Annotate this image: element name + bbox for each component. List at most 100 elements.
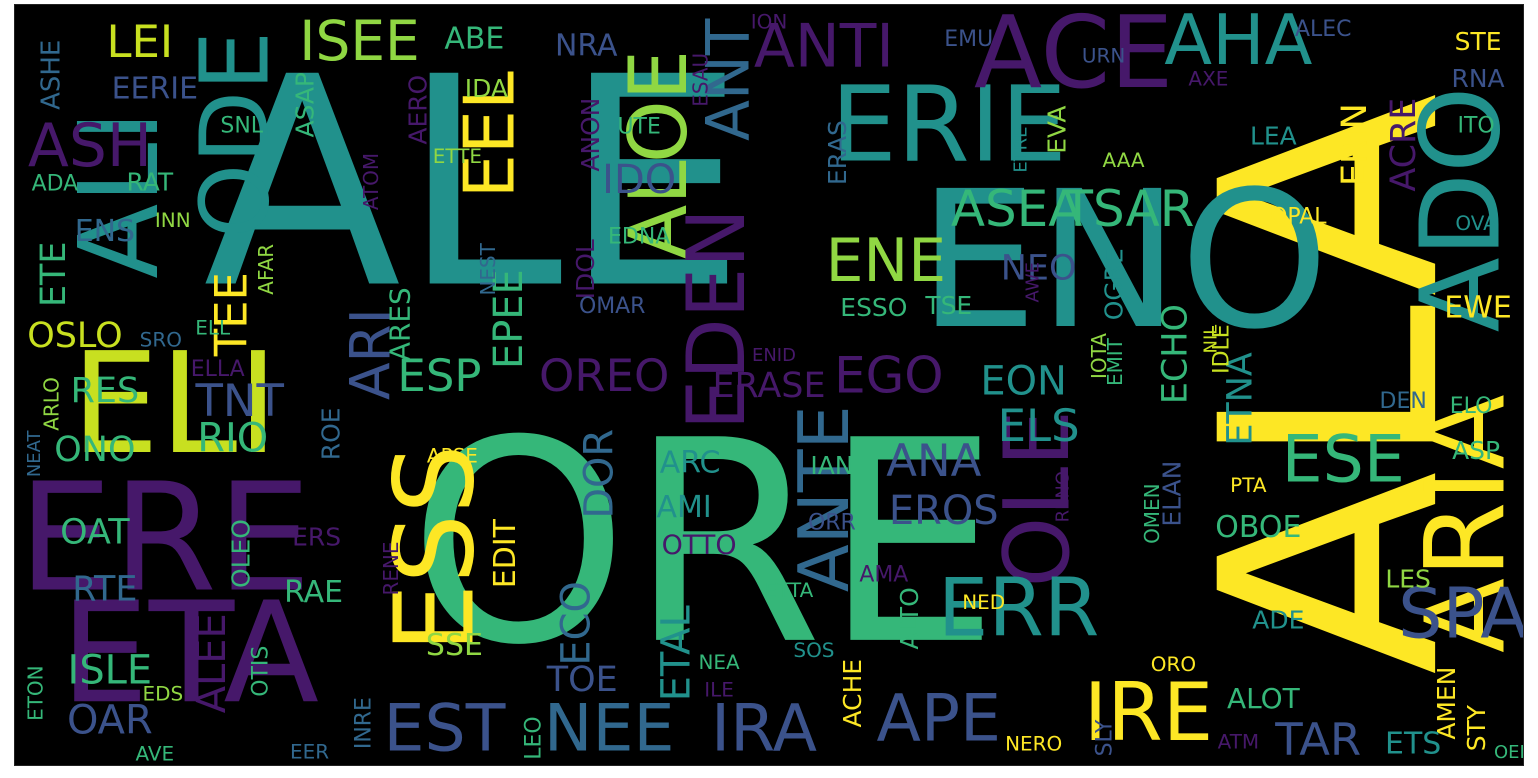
word-ira: IRA bbox=[711, 692, 817, 765]
word-orr: ORR bbox=[808, 511, 856, 536]
word-etre: ETRE bbox=[1011, 127, 1032, 173]
word-alto: ALTO bbox=[895, 587, 924, 649]
word-idol: IDOL bbox=[571, 239, 600, 299]
word-ole: OLE bbox=[986, 410, 1090, 587]
word-etna: ETNA bbox=[1220, 352, 1260, 445]
word-ari: ARI bbox=[339, 308, 403, 400]
word-ali: ALI bbox=[55, 110, 183, 279]
word-aloe: ALOE bbox=[612, 50, 705, 259]
word-nero: NERO bbox=[1005, 732, 1062, 756]
word-spa: SPA bbox=[1398, 573, 1523, 654]
word-erase: ERASE bbox=[712, 366, 825, 406]
word-els: ELS bbox=[998, 399, 1080, 452]
word-eel: EEL bbox=[449, 71, 530, 198]
word-sty: STY bbox=[1462, 704, 1491, 751]
word-ego: EGO bbox=[834, 347, 944, 405]
word-eras: ERAS bbox=[823, 120, 852, 185]
word-inn: INN bbox=[155, 208, 191, 232]
word-ile: ILE bbox=[704, 678, 734, 702]
word-est: EST bbox=[384, 692, 506, 765]
word-amen: AMEN bbox=[1432, 667, 1461, 740]
word-rte: RTE bbox=[72, 569, 137, 609]
word-ire: IRE bbox=[1084, 666, 1214, 759]
word-ade: ADE bbox=[1252, 605, 1304, 634]
word-aria: ARIA bbox=[1401, 394, 1523, 653]
word-nee: NEE bbox=[544, 692, 675, 765]
word-nra: NRA bbox=[555, 28, 618, 63]
word-leo: LEO bbox=[521, 716, 546, 759]
word-ella: ELLA bbox=[191, 357, 245, 382]
word-ode: ODE bbox=[181, 31, 291, 238]
word-les: LES bbox=[1385, 564, 1431, 593]
word-isee: ISEE bbox=[299, 9, 419, 73]
word-ned: NED bbox=[962, 590, 1005, 614]
word-ette: ETTE bbox=[433, 144, 482, 168]
word-ogre: OGRE bbox=[1100, 248, 1129, 320]
word-ama: AMA bbox=[859, 563, 908, 588]
word-snl: SNL bbox=[220, 114, 263, 139]
word-inre: INRE bbox=[352, 697, 377, 749]
word-eva: EVA bbox=[1043, 106, 1072, 154]
word-rio: RIO bbox=[197, 415, 268, 461]
word-ets: ETS bbox=[1385, 727, 1441, 762]
word-ess: ESS bbox=[371, 444, 499, 653]
word-afar: AFAR bbox=[254, 244, 278, 295]
word-oer: OER bbox=[1494, 742, 1523, 763]
word-arc: ARC bbox=[660, 445, 721, 480]
word-ese: ESE bbox=[1282, 422, 1405, 497]
word-emu: EMU bbox=[944, 27, 993, 52]
word-alec: ALEC bbox=[1295, 17, 1351, 42]
word-elo: ELO bbox=[1450, 394, 1493, 419]
word-toe: TOE bbox=[546, 660, 618, 700]
word-edit: EDIT bbox=[488, 518, 523, 588]
word-opal: OPAL bbox=[1270, 204, 1327, 229]
word-esp: ESP bbox=[397, 349, 481, 402]
word-oar: OAR bbox=[67, 698, 153, 744]
word-lei: LEI bbox=[106, 15, 173, 68]
word-sse: SSE bbox=[426, 628, 483, 663]
word-ete: ETE bbox=[34, 242, 74, 307]
word-err: ERR bbox=[938, 561, 1099, 654]
word-ado: ADO bbox=[1396, 87, 1523, 333]
word-ante: ANTE bbox=[784, 405, 865, 592]
word-ace: ACE bbox=[974, 5, 1173, 111]
word-sos: SOS bbox=[793, 638, 834, 662]
word-edna: EDNA bbox=[608, 224, 670, 249]
word-ene: ENE bbox=[826, 226, 947, 296]
word-asea: ASEA bbox=[951, 180, 1083, 238]
word-ares: ARES bbox=[383, 287, 416, 361]
word-nea: NEA bbox=[698, 650, 740, 674]
word-esau: ESAU bbox=[689, 53, 713, 107]
word-res: RES bbox=[71, 371, 140, 411]
word-eli: ELI bbox=[71, 322, 278, 485]
word-oat: OAT bbox=[60, 513, 130, 553]
word-aha: AHA bbox=[1164, 5, 1312, 81]
word-ala: ALA bbox=[1157, 92, 1506, 676]
word-atom: ATOM bbox=[359, 153, 383, 210]
word-ave: AVE bbox=[135, 742, 174, 765]
word-urn: URN bbox=[1082, 43, 1125, 67]
word-eden: EDEN bbox=[670, 208, 763, 430]
word-ito: ITO bbox=[1457, 114, 1494, 139]
word-cloud-frame: ALE ORE ALA ENO ERIE ACE AHA ADO ARIA ETA ERE ELI ES… bbox=[14, 4, 1524, 766]
word-ste: STE bbox=[1455, 27, 1502, 56]
word-axe: AXE bbox=[1188, 66, 1228, 90]
word-rae: RAE bbox=[284, 575, 343, 610]
word-ore: ORE bbox=[409, 381, 1000, 706]
word-alot: ALOT bbox=[1227, 682, 1301, 715]
word-rna: RNA bbox=[1452, 64, 1505, 93]
word-iota: IOTA bbox=[1087, 333, 1111, 379]
word-rat: RAT bbox=[126, 168, 173, 197]
word-oboe: OBOE bbox=[1215, 510, 1301, 545]
word-eon: EON bbox=[980, 359, 1067, 405]
word-omen: OMEN bbox=[1140, 483, 1164, 543]
word-eno: ENO bbox=[918, 150, 1329, 371]
word-eros: EROS bbox=[889, 488, 999, 534]
word-eton: ETON bbox=[23, 665, 47, 720]
word-atm: ATM bbox=[1218, 730, 1260, 754]
word-ant: ANT bbox=[694, 18, 764, 141]
word-asp: ASP bbox=[1452, 436, 1500, 465]
word-epee: EPEE bbox=[486, 269, 532, 369]
word-sro: SRO bbox=[140, 328, 182, 352]
word-ewe: EWE bbox=[1444, 291, 1511, 326]
